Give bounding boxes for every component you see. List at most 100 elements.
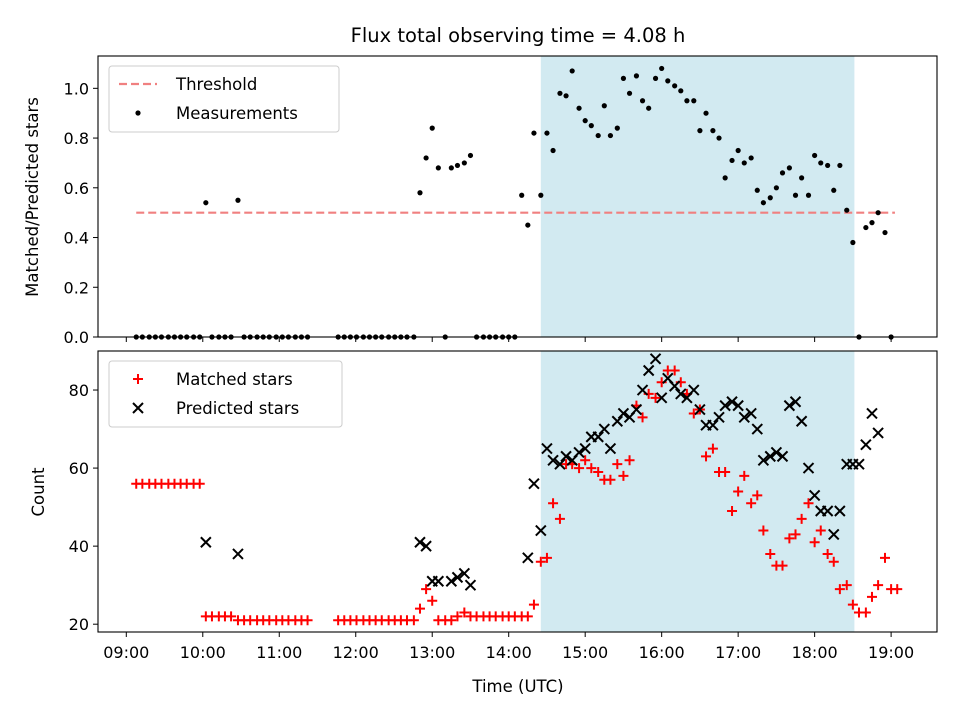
y-tick-label: 1.0 (64, 79, 89, 98)
x-tick-label: 16:00 (639, 643, 685, 662)
data-point (522, 552, 534, 564)
data-point (875, 210, 881, 216)
data-point (751, 423, 763, 435)
data-point (459, 607, 470, 618)
data-point (547, 454, 559, 466)
legend-label: Predicted stars (176, 399, 299, 418)
y-tick-label: 0.6 (64, 179, 89, 198)
data-point (746, 498, 757, 509)
data-point (423, 155, 429, 161)
data-point (522, 611, 533, 622)
data-point (421, 584, 432, 595)
data-point (611, 415, 624, 427)
data-point (593, 466, 604, 477)
data-point (672, 83, 678, 89)
data-point (554, 513, 565, 524)
data-point (650, 392, 661, 403)
y-tick-label: 0.0 (64, 328, 89, 347)
data-point (458, 567, 471, 580)
data-point (882, 229, 888, 236)
data-point (601, 103, 607, 109)
legend-label: Threshold (175, 75, 257, 94)
x-tick-label: 18:00 (792, 643, 838, 662)
data-point (607, 132, 614, 139)
data-point (445, 575, 458, 587)
data-point (892, 584, 903, 595)
data-point (745, 407, 757, 420)
data-point (302, 615, 313, 626)
data-point (595, 132, 601, 139)
data-point (531, 130, 537, 136)
data-point (828, 528, 840, 541)
data-point (701, 451, 712, 462)
y-tick-label: 0.4 (64, 229, 89, 248)
series-predicted-stars (200, 353, 884, 591)
data-point (461, 160, 467, 166)
data-point (535, 524, 547, 537)
data-point (741, 160, 747, 166)
data-point (691, 98, 697, 104)
data-point (796, 513, 807, 524)
data-point (633, 73, 640, 79)
data-point (841, 580, 852, 591)
data-point (203, 200, 209, 206)
data-point (764, 450, 776, 463)
legend-marker (133, 374, 143, 384)
data-point (803, 498, 814, 509)
data-point (783, 399, 796, 412)
data-point (435, 165, 441, 171)
data-point (707, 443, 718, 454)
x-axis-label: Time (UTC) (471, 677, 563, 696)
x-tick-label: 14:00 (486, 643, 532, 662)
data-point (420, 540, 432, 552)
y-tick-label: 80 (69, 381, 89, 400)
data-point (573, 446, 585, 459)
x-tick-label: 12:00 (333, 643, 379, 662)
top-y-axis-label: Matched/Predicted stars (23, 97, 42, 297)
data-point (408, 615, 419, 626)
data-point (618, 470, 629, 481)
data-point (720, 466, 731, 477)
data-point (669, 365, 680, 376)
data-point (732, 399, 744, 412)
data-point (417, 190, 423, 196)
data-point (822, 548, 833, 559)
data-point (550, 147, 556, 154)
x-tick-label: 11:00 (256, 643, 302, 662)
data-point (735, 147, 741, 154)
data-point (446, 615, 457, 626)
chart-title: Flux total observing time = 4.08 h (351, 24, 686, 47)
data-point (467, 152, 474, 159)
data-point (226, 611, 237, 622)
data-point (694, 403, 706, 416)
legend-box (108, 360, 343, 428)
axes-frame (97, 350, 938, 633)
data-point (825, 162, 831, 169)
data-point (235, 197, 241, 203)
data-point (703, 110, 709, 116)
observing-window-shade (540, 56, 855, 337)
data-point (834, 584, 845, 595)
data-point (866, 407, 878, 420)
data-point (432, 575, 445, 587)
y-tick-label: 0.2 (64, 278, 89, 297)
y-tick-label: 0.8 (64, 129, 89, 148)
data-point (828, 556, 839, 567)
x-tick-label: 19:00 (868, 643, 914, 662)
data-point (726, 396, 738, 408)
observing-window-shade (540, 351, 855, 632)
axes-frame (97, 55, 938, 338)
data-point (879, 552, 890, 563)
data-point (452, 611, 463, 622)
data-point (808, 489, 821, 502)
legend-box (108, 65, 340, 133)
data-point (770, 446, 783, 459)
data-point (831, 187, 837, 193)
data-point (652, 75, 659, 81)
data-point (232, 548, 244, 560)
bottom-panel-count: 20 40 60 80 09:00 10:00 11:00 12:00 13:00 14:00 15… (69, 350, 938, 662)
data-point (716, 135, 722, 141)
data-point (821, 505, 834, 517)
data-point (805, 192, 812, 198)
